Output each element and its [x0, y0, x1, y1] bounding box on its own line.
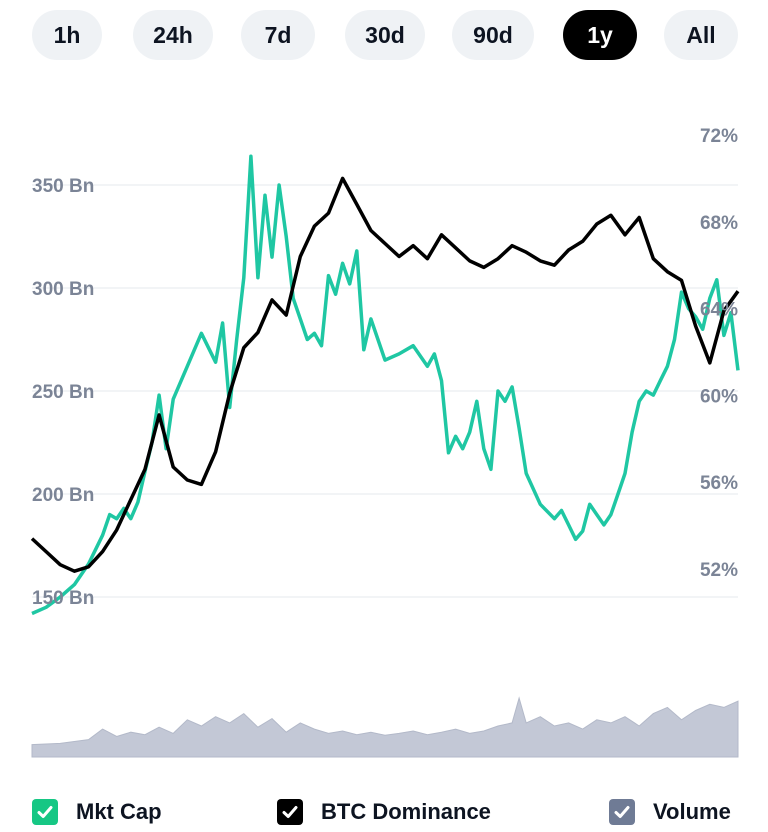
legend-label: Mkt Cap	[76, 799, 162, 824]
volume-series-area	[31, 696, 739, 758]
market-chart: 150 Bn 200 Bn 250 Bn 300 Bn 350 Bn 52% 56% 60% 6…	[30, 126, 740, 758]
left-axis-tick-label: 300 Bn	[32, 279, 94, 300]
btc-dominance-series-line	[30, 176, 740, 573]
right-axis-tick-label: 52%	[700, 560, 738, 581]
left-axis-tick-label: 150 Bn	[32, 588, 94, 609]
check-icon[interactable]	[32, 799, 58, 825]
chart-legend: Mkt Cap BTC Dominance Volume	[0, 792, 768, 832]
check-icon[interactable]	[609, 799, 635, 825]
range-button-all[interactable]: All	[664, 10, 738, 60]
left-axis-tick-label: 250 Bn	[32, 382, 94, 403]
time-range-selector: 1h 24h 7d 30d 90d 1y All	[0, 10, 768, 60]
legend-label: Volume	[653, 799, 731, 824]
range-button-30d[interactable]: 30d	[345, 10, 425, 60]
right-axis-tick-label: 68%	[700, 213, 738, 234]
check-icon[interactable]	[277, 799, 303, 825]
range-button-1h[interactable]: 1h	[32, 10, 102, 60]
range-button-7d[interactable]: 7d	[241, 10, 315, 60]
right-axis-tick-label: 56%	[700, 473, 738, 494]
right-axis-tick-label: 60%	[700, 386, 738, 407]
left-axis-tick-label: 200 Bn	[32, 485, 94, 506]
legend-label: BTC Dominance	[321, 799, 491, 824]
legend-item-mkt-cap[interactable]: Mkt Cap	[32, 792, 162, 832]
right-axis-tick-label: 64%	[700, 300, 738, 321]
range-button-90d[interactable]: 90d	[452, 10, 534, 60]
legend-item-btc-dominance[interactable]: BTC Dominance	[277, 792, 491, 832]
range-button-24h[interactable]: 24h	[133, 10, 213, 60]
right-axis-tick-label: 72%	[700, 126, 738, 147]
legend-item-volume[interactable]: Volume	[609, 792, 731, 832]
range-button-1y[interactable]: 1y	[563, 10, 637, 60]
mkt-cap-series-line	[31, 154, 740, 616]
left-axis-tick-label: 350 Bn	[32, 176, 94, 197]
